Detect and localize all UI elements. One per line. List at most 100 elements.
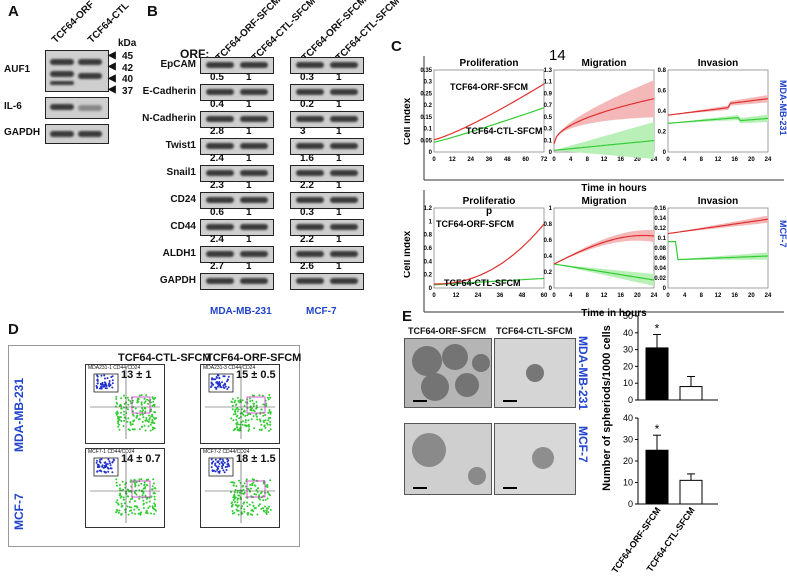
cell-line-label: MCF-7 <box>306 306 337 317</box>
micrograph-mcf-ctl <box>494 423 576 495</box>
x-tick-label: 24 <box>765 293 772 299</box>
y-tick-label: 0.06 <box>654 256 666 262</box>
cell-line-label: MCF-7 <box>778 220 787 248</box>
significance-marker: * <box>655 321 660 335</box>
x-tick-label: 24 <box>651 293 658 299</box>
densitometry-value: 1 <box>336 207 342 218</box>
subplot-title: Invasion <box>698 58 739 69</box>
y-axis-label: Cell index <box>404 97 413 145</box>
x-tick-label: 24 <box>475 293 482 299</box>
micrograph-mcf-orf <box>404 423 492 495</box>
x-tick-label: 8 <box>586 157 590 163</box>
panel-d-frame <box>8 345 300 547</box>
panel-a-letter: A <box>8 3 19 20</box>
densitometry-value: 1 <box>246 153 252 164</box>
series-line-ctl <box>433 277 545 286</box>
y-tick-label: 0.6 <box>544 238 553 244</box>
x-tick-label: 0 <box>432 157 436 163</box>
bar <box>645 347 669 401</box>
bar <box>679 479 703 505</box>
y-tick-label: 1 <box>429 219 433 225</box>
y-tick-label: 0.04 <box>654 266 666 272</box>
x-tick-label: 0 <box>666 293 670 299</box>
y-tick-label: 0.1 <box>424 127 433 133</box>
y-axis-label: Cell index <box>404 230 413 278</box>
x-tick-label: 0 <box>666 157 670 163</box>
y-tick-label: 10 <box>623 478 633 488</box>
x-tick-label: 4 <box>683 293 687 299</box>
x-tick-label: 20 <box>748 157 755 163</box>
y-tick-label: 0.6 <box>658 89 667 95</box>
y-tick-label: 0 <box>628 499 633 509</box>
micrograph-mda-ctl <box>494 338 576 408</box>
panel-e-letter: E <box>402 308 413 325</box>
y-tick-label: 0 <box>429 150 433 156</box>
y-tick-label: 0.25 <box>420 91 432 97</box>
blot-mda <box>200 111 274 128</box>
blot-mcf <box>290 111 364 128</box>
y-tick-label: 0.1 <box>658 236 667 242</box>
y-tick-label: 0.9 <box>544 91 553 97</box>
blot-mda <box>200 84 274 101</box>
densitometry-value: 2.2 <box>300 180 314 191</box>
series-line-orf <box>434 223 545 285</box>
x-tick-label: 72 <box>541 157 548 163</box>
densitometry-value: 1 <box>246 180 252 191</box>
series-line-ctl <box>667 116 769 124</box>
x-tick-label: 16 <box>617 157 624 163</box>
error-band-ctl <box>668 241 768 260</box>
panel-d-letter: D <box>8 321 19 338</box>
blot-mda <box>200 165 274 182</box>
subplot-title: Migration <box>582 196 627 207</box>
cell-line-label: MDA-MB-231 <box>778 80 787 136</box>
facs-percentage: 15 ± 0.5 <box>236 369 276 381</box>
densitometry-value: 2.3 <box>210 180 224 191</box>
error-band-ctl <box>554 264 654 286</box>
facs-plot <box>85 364 165 444</box>
x-tick-label: 12 <box>601 293 608 299</box>
cell-line-label: MDA-MB-231 <box>210 306 272 317</box>
densitometry-value: 1 <box>246 72 252 83</box>
y-tick-label: 40 <box>623 413 633 423</box>
series-line-orf <box>553 234 655 265</box>
y-tick-label: 0.8 <box>424 233 433 239</box>
y-tick-label: 0.15 <box>420 115 432 121</box>
x-tick-label: 8 <box>586 293 590 299</box>
facs-plot-title: MDA231-1 CD44/CD24 <box>88 365 141 371</box>
x-tick-label: 12 <box>453 293 460 299</box>
blot-mda <box>200 246 274 263</box>
blot-mcf <box>290 219 364 236</box>
subplot-frame <box>433 69 545 153</box>
y-tick-label: 30 <box>623 435 633 445</box>
y-tick-label: 0.7 <box>544 103 553 109</box>
error-band-orf <box>554 229 654 264</box>
y-tick-label: 0.6 <box>424 246 433 252</box>
micrograph-column-title: TCF64-ORF-SFCM <box>408 326 486 336</box>
x-tick-label: 16 <box>617 293 624 299</box>
densitometry-value: 1 <box>246 261 252 272</box>
x-tick-label: 16 <box>731 293 738 299</box>
y-tick-label: 0.8 <box>658 68 667 74</box>
cell-line-label: MCF-7 <box>12 493 26 530</box>
blot-mcf <box>290 273 364 290</box>
x-tick-label: 20 <box>748 293 755 299</box>
densitometry-value: 1 <box>336 261 342 272</box>
x-tick-label: 0 <box>552 157 556 163</box>
x-tick-label: 0 <box>432 293 436 299</box>
y-tick-label: 1.3 <box>544 68 553 74</box>
series-label-orf: TCF64-ORF-SFCM <box>450 82 528 92</box>
cell-line-label: MDA-MB-231 <box>576 336 590 411</box>
marker-label: 40 <box>122 74 134 85</box>
blot-mcf <box>290 57 364 74</box>
y-tick-label: 0.4 <box>424 259 433 265</box>
blot-row-label: Snail1 <box>166 167 196 178</box>
facs-column-title: TCF64-CTL-SFCM <box>118 352 212 364</box>
panel-b-letter: B <box>147 3 158 20</box>
densitometry-value: 3 <box>300 126 306 137</box>
y-tick-label: 0.2 <box>424 103 433 109</box>
densitometry-value: 2.4 <box>210 153 224 164</box>
densitometry-value: 0.6 <box>210 207 224 218</box>
x-tick-label: 4 <box>683 157 687 163</box>
y-tick-label: 1 <box>549 206 553 212</box>
y-tick-label: 0.12 <box>654 226 666 232</box>
